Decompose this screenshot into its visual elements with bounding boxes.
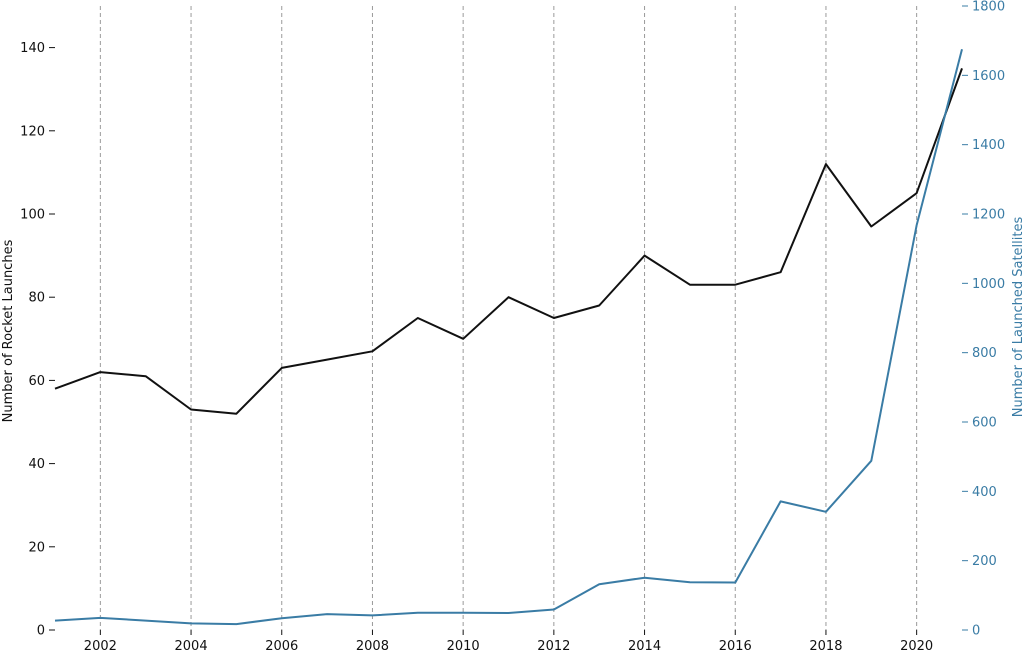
launches-line [54, 68, 963, 415]
y-tick-label-right: 800 [972, 346, 997, 361]
y-tick-label-right: 1000 [972, 277, 1005, 292]
y-axis-title-right: Number of Launched Satellites [1011, 217, 1024, 418]
tick-labels: 2002 2004 2006 2008 2010 2012 2014 2016 2018 2020… [20, 0, 1005, 651]
y-tick-label-right: 200 [972, 554, 997, 569]
y-tick-label-right: 600 [972, 416, 997, 431]
y-tick-label-right: 1400 [972, 138, 1005, 153]
y-axis-title-left: Number of Rocket Launches [1, 239, 16, 422]
x-tick-label: 2004 [175, 639, 208, 651]
x-tick-label: 2002 [84, 639, 117, 651]
x-tick-label: 2018 [809, 639, 842, 651]
y-tick-label-left: 20 [28, 540, 45, 555]
satellites-line [54, 49, 963, 626]
y-tick-label-left: 0 [37, 624, 45, 639]
x-tick-label: 2014 [628, 639, 661, 651]
y-tick-label-left: 80 [28, 291, 45, 306]
y-tick-label-right: 0 [972, 624, 980, 639]
series-layer [54, 49, 963, 626]
y-tick-label-left: 100 [20, 208, 45, 223]
y-tick-label-left: 40 [28, 457, 45, 472]
vertical-grid [99, 6, 918, 630]
x-tick-label: 2012 [537, 639, 570, 651]
y-tick-label-left: 120 [20, 124, 45, 139]
y-tick-label-left: 140 [20, 41, 45, 56]
x-tick-label: 2020 [900, 639, 933, 651]
y-tick-label-right: 1800 [972, 0, 1005, 15]
y-tick-label-left: 60 [28, 374, 45, 389]
axes [49, 5, 968, 635]
y-tick-label-right: 400 [972, 485, 997, 500]
x-tick-label: 2010 [447, 639, 480, 651]
x-tick-label: 2008 [356, 639, 389, 651]
x-tick-label: 2006 [265, 639, 298, 651]
x-tick-label: 2016 [719, 639, 752, 651]
y-tick-label-right: 1200 [972, 208, 1005, 223]
y-tick-label-right: 1600 [972, 69, 1005, 84]
